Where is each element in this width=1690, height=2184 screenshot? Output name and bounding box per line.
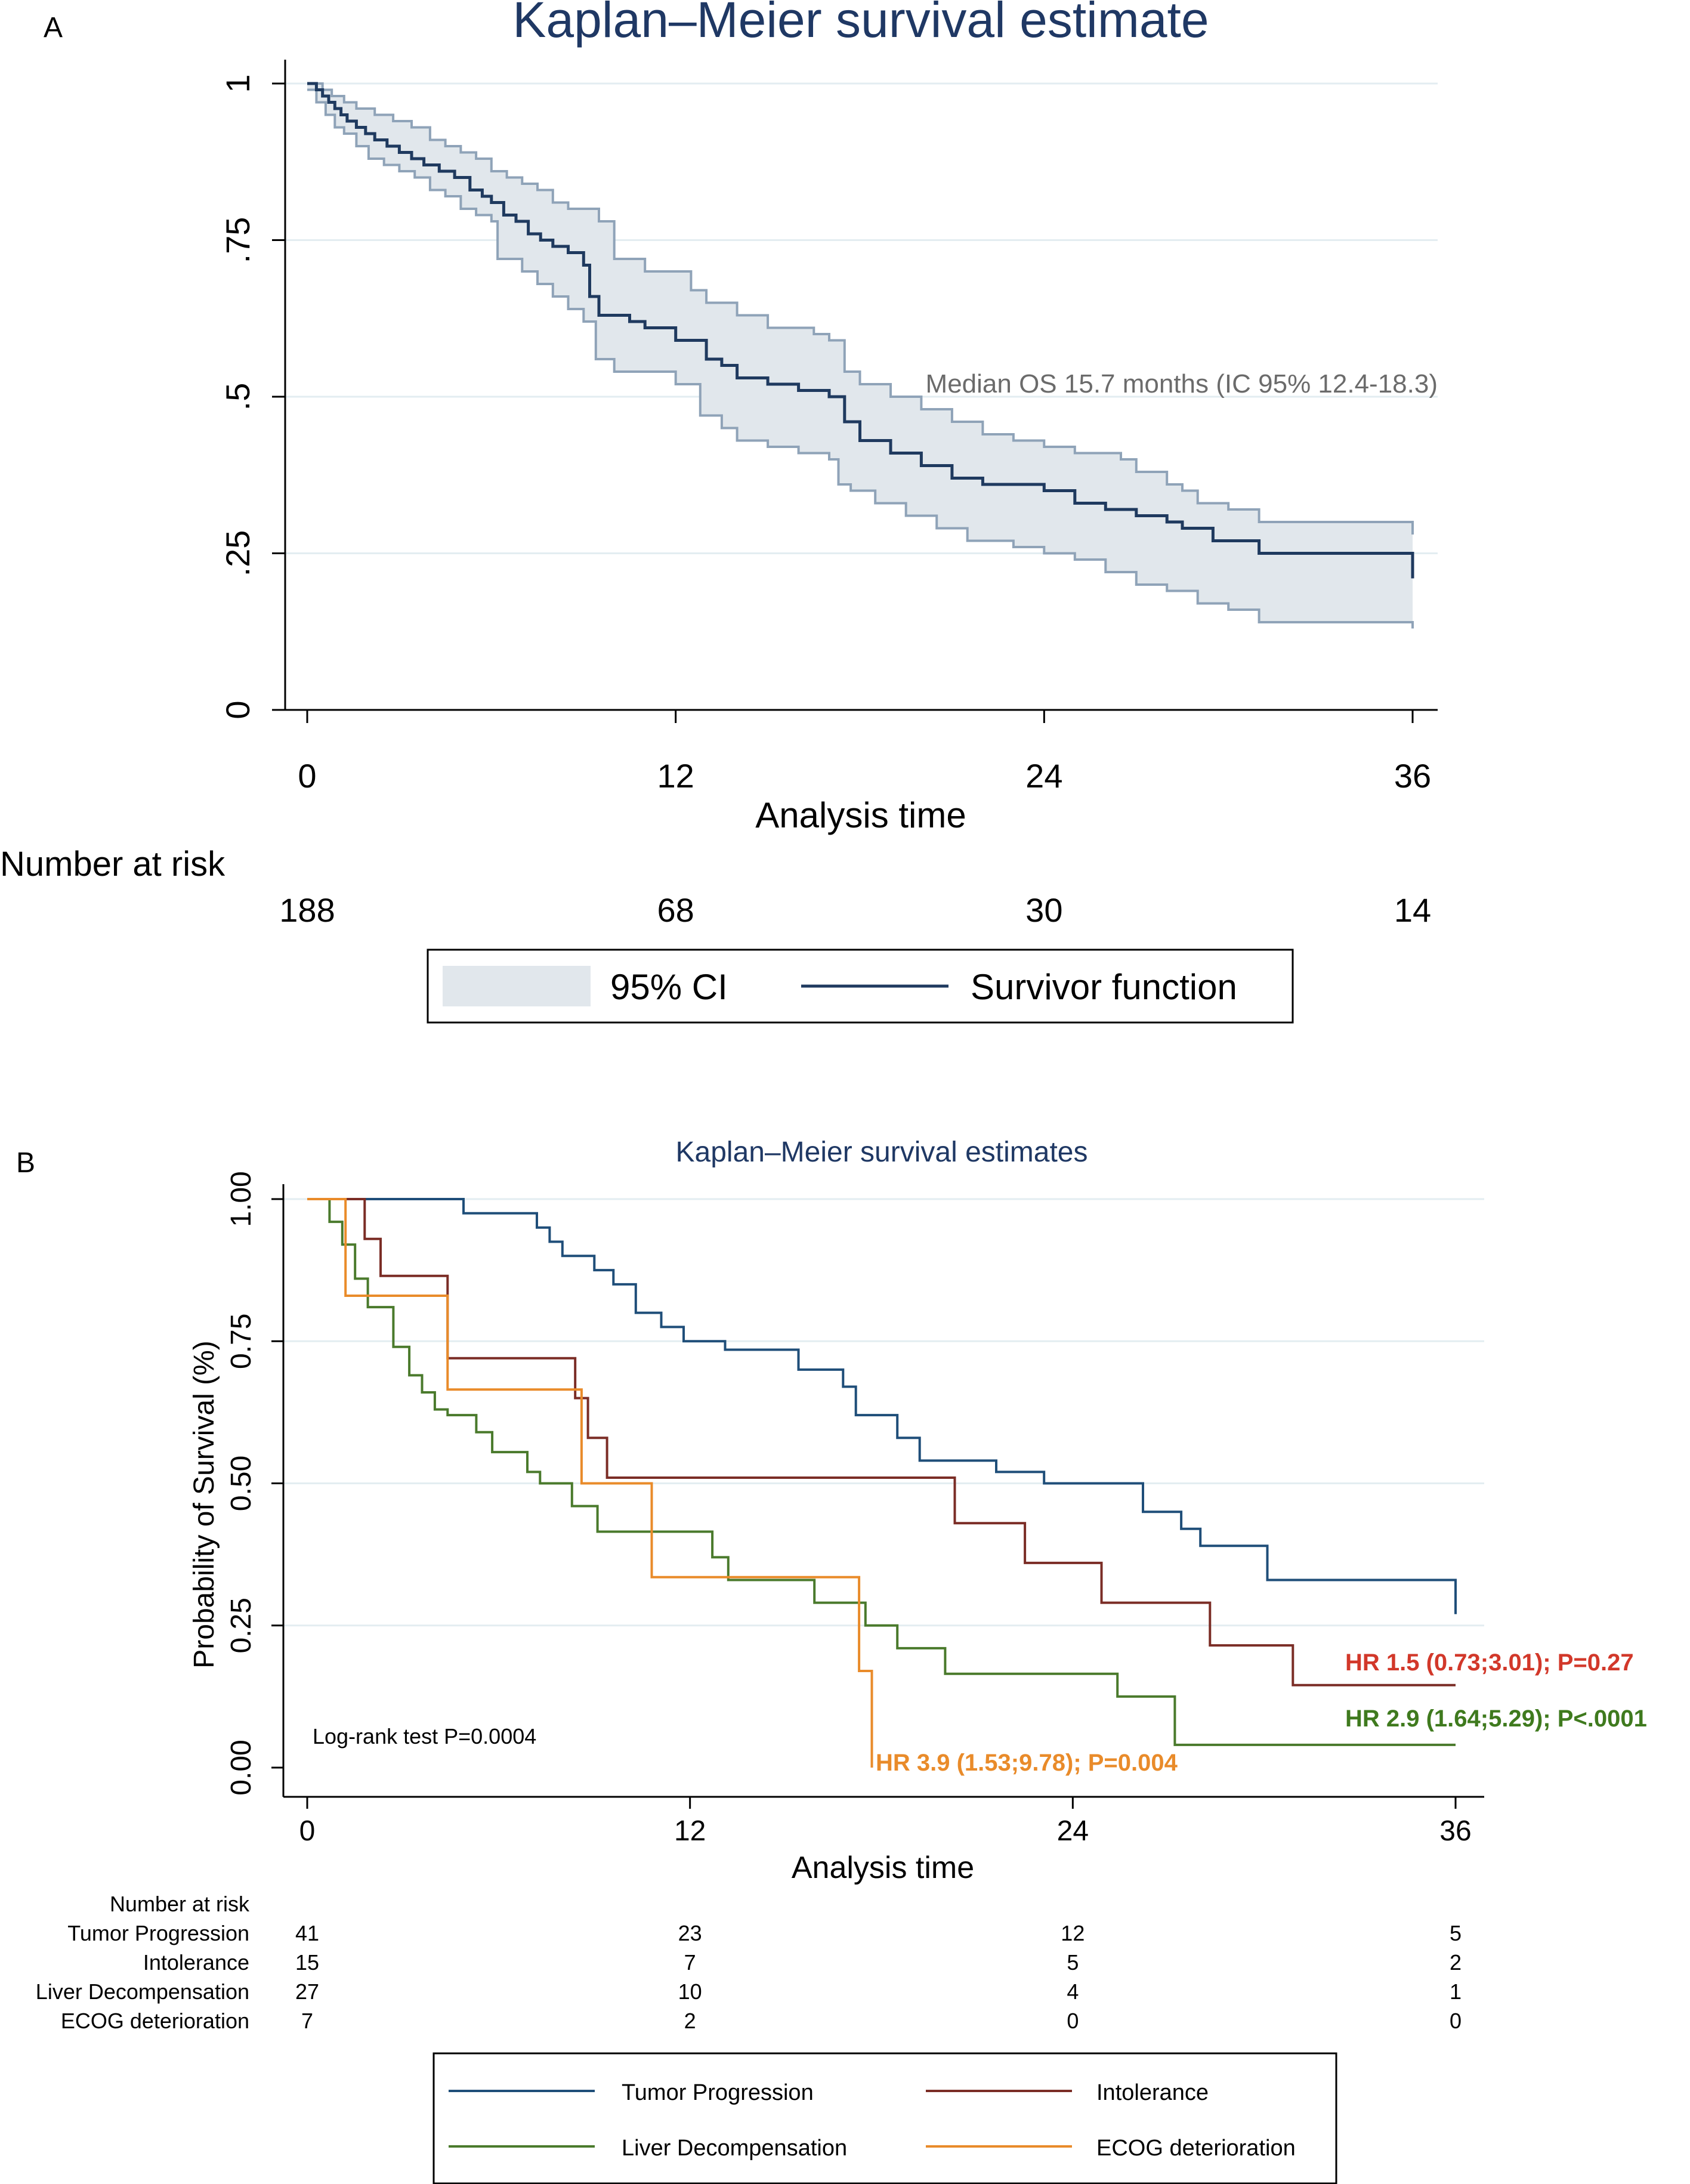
panel-b-risk-count: 1 [1450,1979,1462,2004]
panel-a-title: Kaplan–Meier survival estimate [512,0,1209,48]
panel-b-risk-row-label: Tumor Progression [67,1921,249,1945]
panel-a-y-tick-label: 1 [219,74,257,92]
panel-b-axes: 0.00 0.25 0.50 0.75 1.00 0 12 24 36 [225,1171,1484,1847]
panel-a-legend: 95% CI Survivor function [427,949,1294,1024]
panel-b-legend-label-intolerance: Intolerance [1096,2080,1209,2105]
panel-b-title: Kaplan–Meier survival estimates [676,1136,1088,1168]
panel-b-gridlines [283,1198,1484,1627]
panel-b-x-tick-label: 36 [1439,1815,1471,1847]
panel-a-ci-area [307,84,1413,629]
panel-b-risk-count: 10 [678,1979,702,2004]
panel-b-legend-box [432,2052,1337,2184]
panel-a-legend-ci-swatch [443,966,591,1006]
panel-a-ci-lower-line [307,88,1414,629]
panel-b-x-tick-label: 0 [299,1815,316,1847]
panel-a-axes: 0 .25 .5 .75 1 0 12 24 36 [219,60,1438,795]
panel-b-legend-label-ecog: ECOG deterioration [1096,2136,1296,2161]
panel-a-survival-lines [307,82,1414,629]
panel-b-x-tick-label: 24 [1057,1815,1089,1847]
panel-a-label: A [44,12,63,44]
panel-b-y-tick-label: 0.00 [225,1740,257,1795]
panel-a-legend-survival-label: Survivor function [971,967,1237,1007]
panel-b: B Kaplan–Meier survival estimates 0.000.… [16,1136,1647,2184]
panel-b-risk-row-label: Intolerance [143,1950,249,1975]
panel-b-line-liver-decompensation [307,1198,1456,1746]
panel-a-risk-count: 14 [1394,891,1431,929]
panel-b-y-tick-label: 0.75 [225,1314,257,1369]
panel-b-risk-count: 0 [1067,2009,1079,2033]
panel-a-median-annotation: Median OS 15.7 months (IC 95% 12.4-18.3) [926,369,1438,399]
panel-b-risk-count: 27 [295,1979,319,2004]
panel-b-legend: Tumor Progression Intolerance Liver Deco… [432,2052,1337,2184]
panel-b-risk-count: 5 [1450,1921,1462,1945]
panel-a-x-tick-label: 12 [657,757,694,795]
panel-b-line-tumor-progression [307,1198,1457,1614]
panel-b-legend-label-tumor: Tumor Progression [622,2080,814,2105]
panel-a: A Kaplan–Meier survival estimate 0 .25 .5.… [0,0,1438,1024]
panel-a-y-tick-label: .75 [219,217,257,264]
panel-a-number-at-risk-label: Number at risk [0,845,225,884]
panel-b-risk-row-label: Liver Decompensation [36,1979,249,2004]
panel-a-y-tick-label: .25 [219,530,257,577]
panel-b-risk-count: 7 [684,1950,696,1975]
panel-a-y-tick-label: 0 [219,700,257,719]
panel-b-survival-lines [307,1198,1457,1768]
panel-b-line-ecog-deterioration [307,1198,873,1768]
panel-b-x-axis-label: Analysis time [792,1851,974,1885]
panel-b-y-tick-label: 0.25 [225,1598,257,1653]
panel-b-risk-count: 15 [295,1950,319,1975]
panel-b-risk-count: 41 [295,1921,319,1945]
panel-b-line-intolerance [307,1198,1456,1686]
panel-b-risk-count: 2 [684,2009,696,2033]
panel-a-x-tick-label: 24 [1025,757,1062,795]
panel-b-hr-ecog: HR 3.9 (1.53;9.78); P=0.004 [876,1750,1178,1776]
panel-b-risk-count: 23 [678,1921,702,1945]
panel-a-risk-count: 30 [1025,891,1062,929]
panel-b-risk-row-label: ECOG deterioration [61,2009,249,2033]
panel-b-logrank-annotation: Log-rank test P=0.0004 [313,1724,536,1749]
panel-a-survivor-function-line [307,82,1414,579]
panel-a-x-axis-label: Analysis time [755,795,966,835]
panel-a-ci-band [307,84,1413,629]
panel-b-y-tick-label: 0.50 [225,1456,257,1511]
panel-a-risk-count: 188 [279,891,335,929]
panel-b-legend-label-liver: Liver Decompensation [622,2136,847,2161]
panel-b-risk-count: 4 [1067,1979,1079,2004]
panel-a-number-at-risk-values: 188 68 30 14 [279,891,1431,929]
panel-b-label: B [16,1147,35,1179]
panel-b-risk-count: 5 [1067,1950,1079,1975]
panel-a-y-tick-label: .5 [219,383,257,411]
panel-b-risk-count: 7 [301,2009,313,2033]
panel-a-x-tick-label: 0 [298,757,316,795]
panel-b-hr-liver: HR 2.9 (1.64;5.29); P<.0001 [1345,1706,1647,1732]
panel-a-x-tick-label: 36 [1394,757,1431,795]
panel-b-risk-count: 0 [1450,2009,1462,2033]
panel-a-ci-upper-line [307,82,1414,535]
panel-b-y-tick-label: 1.00 [225,1171,257,1227]
panel-b-hr-intolerance: HR 1.5 (0.73;3.01); P=0.27 [1345,1649,1634,1676]
panel-b-risk-count: 2 [1450,1950,1462,1975]
panel-b-risk-count: 12 [1061,1921,1085,1945]
panel-a-risk-count: 68 [657,891,694,929]
panel-b-y-axis-label: Probability of Survival (%) [189,1340,220,1669]
panel-a-legend-ci-label: 95% CI [610,967,728,1007]
panel-b-x-tick-label: 12 [674,1815,706,1847]
panel-b-number-at-risk-label: Number at risk [110,1892,250,1916]
